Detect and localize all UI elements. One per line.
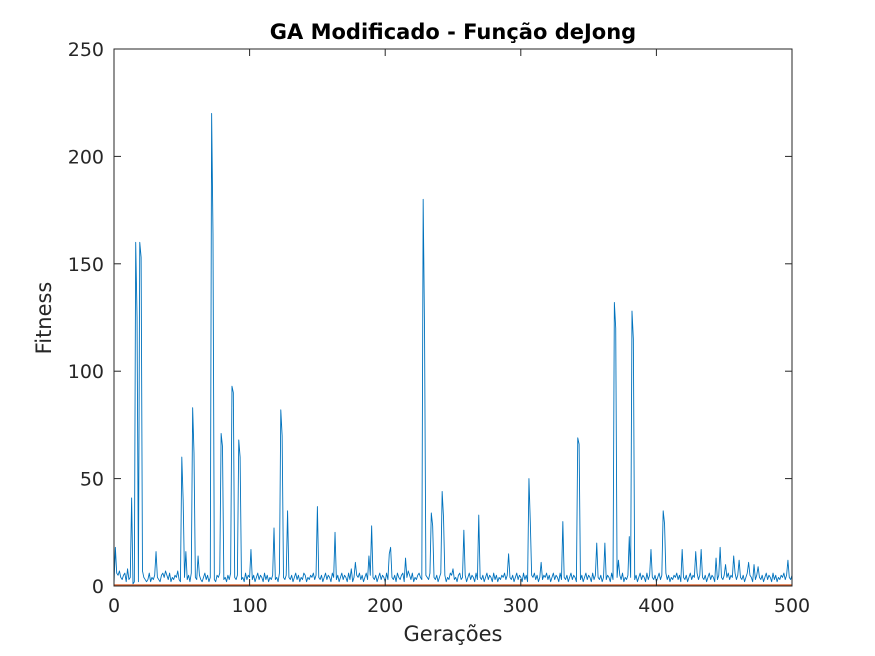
- y-tick-label: 0: [92, 576, 104, 598]
- fitness-series-line: [113, 112, 793, 585]
- y-tick-label: 50: [80, 469, 104, 491]
- x-tick-label: 300: [503, 595, 539, 617]
- x-tick-label: 100: [231, 595, 267, 617]
- y-axis-label: Fitness: [32, 282, 56, 355]
- y-tick-label: 100: [68, 361, 104, 383]
- y-tick-label: 200: [68, 146, 104, 168]
- y-tick-label: 150: [68, 254, 104, 276]
- x-axis-ticks: 0 100 200 300 400 500: [108, 49, 810, 617]
- plot-area: [114, 49, 792, 586]
- x-tick-label: 500: [774, 595, 810, 617]
- x-tick-label: 200: [367, 595, 403, 617]
- x-tick-label: 400: [638, 595, 674, 617]
- y-tick-label: 250: [68, 39, 104, 61]
- axes-box: [113, 48, 793, 587]
- y-axis-ticks: 0 50 100 150 200 250: [68, 39, 792, 598]
- x-axis-label: Gerações: [404, 622, 503, 646]
- x-tick-label: 0: [108, 595, 120, 617]
- series-layer: [113, 112, 793, 586]
- chart-title: GA Modificado - Função deJong: [270, 20, 636, 44]
